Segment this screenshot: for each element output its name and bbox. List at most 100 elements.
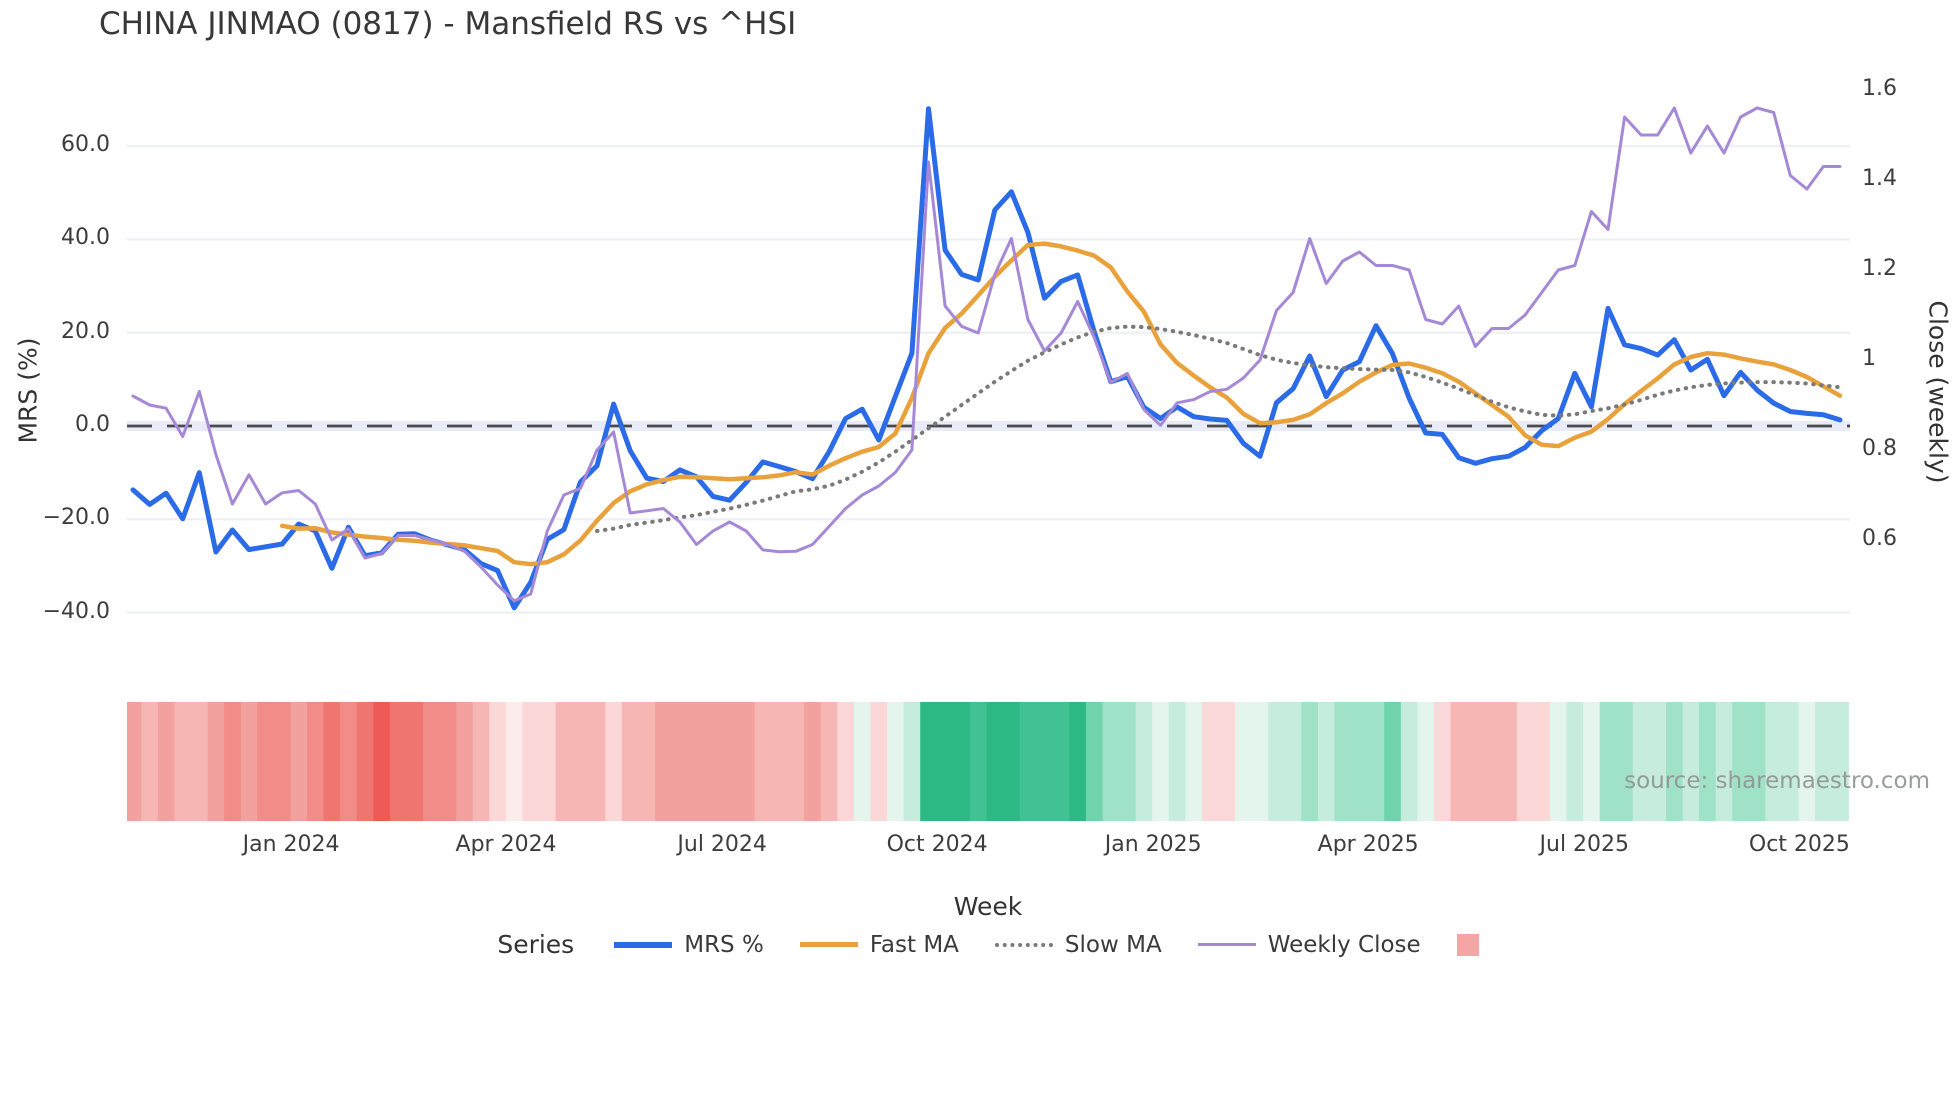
heat-band-week (771, 702, 789, 821)
legend-swatch-line (799, 942, 858, 947)
heat-band-week (1831, 702, 1849, 821)
heat-band-week (423, 702, 441, 821)
heat-band-week (887, 702, 905, 821)
heat-band-week (1019, 702, 1037, 821)
x-axis-tick: Apr 2024 (455, 832, 557, 857)
heat-band-week (605, 702, 623, 821)
heat-band-week (1815, 702, 1833, 821)
heat-band-week (870, 702, 888, 821)
heat-band-week (920, 702, 938, 821)
heat-band-week (290, 702, 308, 821)
heat-band-week (1168, 702, 1186, 821)
heat-band-week (141, 702, 159, 821)
heat-band-week (207, 702, 225, 821)
heat-band-week (1417, 702, 1435, 821)
heat-band-week (240, 702, 258, 821)
heat-band-week (953, 702, 971, 821)
heat-band-week (1533, 702, 1551, 821)
x-axis-tick: Apr 2025 (1317, 832, 1419, 857)
heat-band-week (127, 702, 142, 821)
heat-band-week (1218, 702, 1236, 821)
legend-swatch-line (1197, 943, 1256, 946)
legend-swatch-line (614, 941, 673, 948)
heat-band-week (174, 702, 192, 821)
legend-item-weekly-close: Weekly Close (1197, 931, 1421, 958)
heat-band-week (522, 702, 540, 821)
series-mrs- (130, 106, 1843, 611)
y-left-tick: −20.0 (42, 505, 110, 531)
heat-band-week (1699, 702, 1717, 821)
legend-item-heat (1456, 933, 1479, 956)
heat-band-week (1235, 702, 1253, 821)
heat-band-week (638, 702, 656, 821)
heat-band-week (936, 702, 954, 821)
heat-band-week (257, 702, 275, 821)
heat-band-week (456, 702, 474, 821)
legend-title: Series (497, 930, 575, 959)
heat-band-week (820, 702, 838, 821)
heat-band-week (1317, 702, 1336, 821)
x-axis-tick: Jul 2025 (1539, 832, 1630, 857)
heat-band-week (1682, 702, 1700, 821)
heat-band-week (754, 702, 772, 821)
legend-swatch-square (1456, 933, 1479, 956)
heat-band-week (903, 702, 921, 821)
heat-band-week (969, 702, 988, 821)
heat-band-week (1351, 702, 1369, 821)
y-right-tick: 1.4 (1862, 166, 1897, 191)
heat-band-week (1052, 702, 1070, 821)
legend-item-label: Fast MA (869, 931, 959, 958)
x-axis-tick: Oct 2024 (886, 832, 988, 857)
legend-item-label: Weekly Close (1267, 931, 1421, 958)
heat-band-week (307, 702, 325, 821)
heat-band-week (1185, 702, 1203, 821)
heat-band-week (737, 702, 756, 821)
heat-band-week (439, 702, 457, 821)
heat-band-week (1483, 702, 1501, 821)
heat-band-week (837, 702, 855, 821)
y-right-tick: 0.8 (1862, 436, 1897, 461)
heat-band-week (1268, 702, 1286, 821)
heat-band-week (1632, 702, 1651, 821)
heat-band-week (655, 702, 673, 821)
y-right-tick: 1.2 (1862, 256, 1897, 281)
heat-band-week (671, 702, 689, 821)
heat-band-week (555, 702, 573, 821)
heat-band-week (1566, 702, 1584, 821)
y-right-tick: 0.6 (1862, 526, 1897, 551)
heat-band-week (323, 702, 341, 821)
heat-band-week (1500, 702, 1518, 821)
heat-band-week (1583, 702, 1601, 821)
heat-band-week (340, 702, 358, 821)
heat-band-week (1715, 702, 1733, 821)
series-fast-ma (279, 241, 1843, 567)
heat-band-week (1334, 702, 1352, 821)
y-left-tick: 60.0 (61, 132, 110, 158)
heat-band-week (1549, 702, 1568, 821)
legend: Series MRS % Fast MA Slow MA Weekly Close (0, 930, 1960, 959)
y-right-tick: 1.6 (1862, 76, 1897, 101)
heat-band-week (804, 702, 822, 821)
heat-band-week (986, 702, 1004, 821)
heat-band-week (572, 702, 590, 821)
heat-band-week (1251, 702, 1269, 821)
heat-band-week (588, 702, 606, 821)
heat-band-week (1748, 702, 1767, 821)
heat-band-week (472, 702, 490, 821)
heat-band-week (1152, 702, 1170, 821)
y-axis-label-right: Close (weekly) (1923, 300, 1953, 484)
heat-band-week (1069, 702, 1087, 821)
heat-band-week (1036, 702, 1054, 821)
x-axis-tick: Jul 2024 (677, 832, 767, 857)
heat-band-week (1400, 702, 1418, 821)
legend-item-mrs-: MRS % (614, 932, 764, 958)
heat-band-week (688, 702, 706, 821)
heat-band-week (356, 702, 374, 821)
heat-band-week (1284, 702, 1302, 821)
heat-band-week (1732, 702, 1750, 821)
x-axis-tick: Oct 2025 (1748, 832, 1850, 857)
heat-band-week (1201, 702, 1220, 821)
heat-band-week (1450, 702, 1468, 821)
